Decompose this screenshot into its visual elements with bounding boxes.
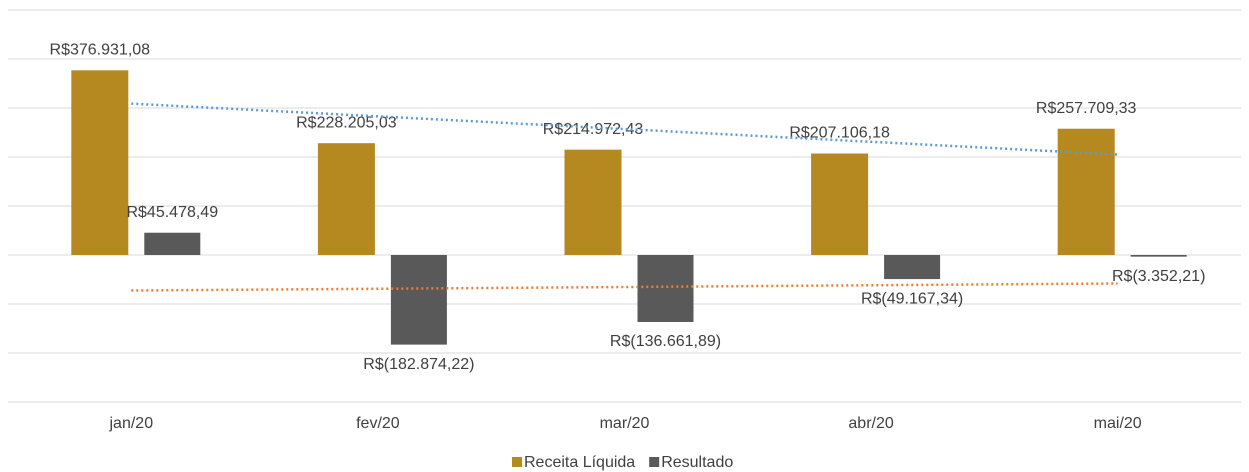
legend-label: Resultado bbox=[661, 454, 733, 471]
bar bbox=[1057, 128, 1115, 255]
data-label: R$(3.352,21) bbox=[1112, 268, 1205, 285]
legend-swatch bbox=[512, 457, 522, 467]
data-label: R$(49.167,34) bbox=[861, 290, 963, 307]
data-label: R$228.205,03 bbox=[296, 114, 397, 131]
bar bbox=[637, 255, 694, 322]
bar bbox=[317, 143, 375, 255]
data-label: R$257.709,33 bbox=[1036, 100, 1137, 117]
x-tick-label: jan/20 bbox=[109, 415, 154, 432]
bar bbox=[811, 153, 869, 255]
data-label: R$(182.874,22) bbox=[363, 356, 474, 373]
x-tick-label: mai/20 bbox=[1094, 415, 1142, 432]
data-label: R$376.931,08 bbox=[50, 42, 151, 59]
bar bbox=[564, 149, 622, 255]
bar bbox=[390, 255, 447, 345]
x-tick-label: mar/20 bbox=[600, 415, 650, 432]
data-label: R$(136.661,89) bbox=[610, 333, 721, 350]
data-label: R$214.972,43 bbox=[543, 121, 644, 138]
x-tick-label: abr/20 bbox=[848, 415, 893, 432]
bar bbox=[71, 70, 129, 255]
x-tick-label: fev/20 bbox=[356, 415, 400, 432]
legend-label: Receita Líquida bbox=[524, 454, 635, 471]
trendline bbox=[131, 282, 1118, 292]
data-label: R$45.478,49 bbox=[126, 204, 218, 221]
bar bbox=[884, 255, 941, 280]
bar bbox=[144, 232, 201, 255]
bar bbox=[1130, 255, 1187, 257]
data-label: R$207.106,18 bbox=[789, 125, 890, 142]
legend-swatch bbox=[649, 457, 660, 467]
